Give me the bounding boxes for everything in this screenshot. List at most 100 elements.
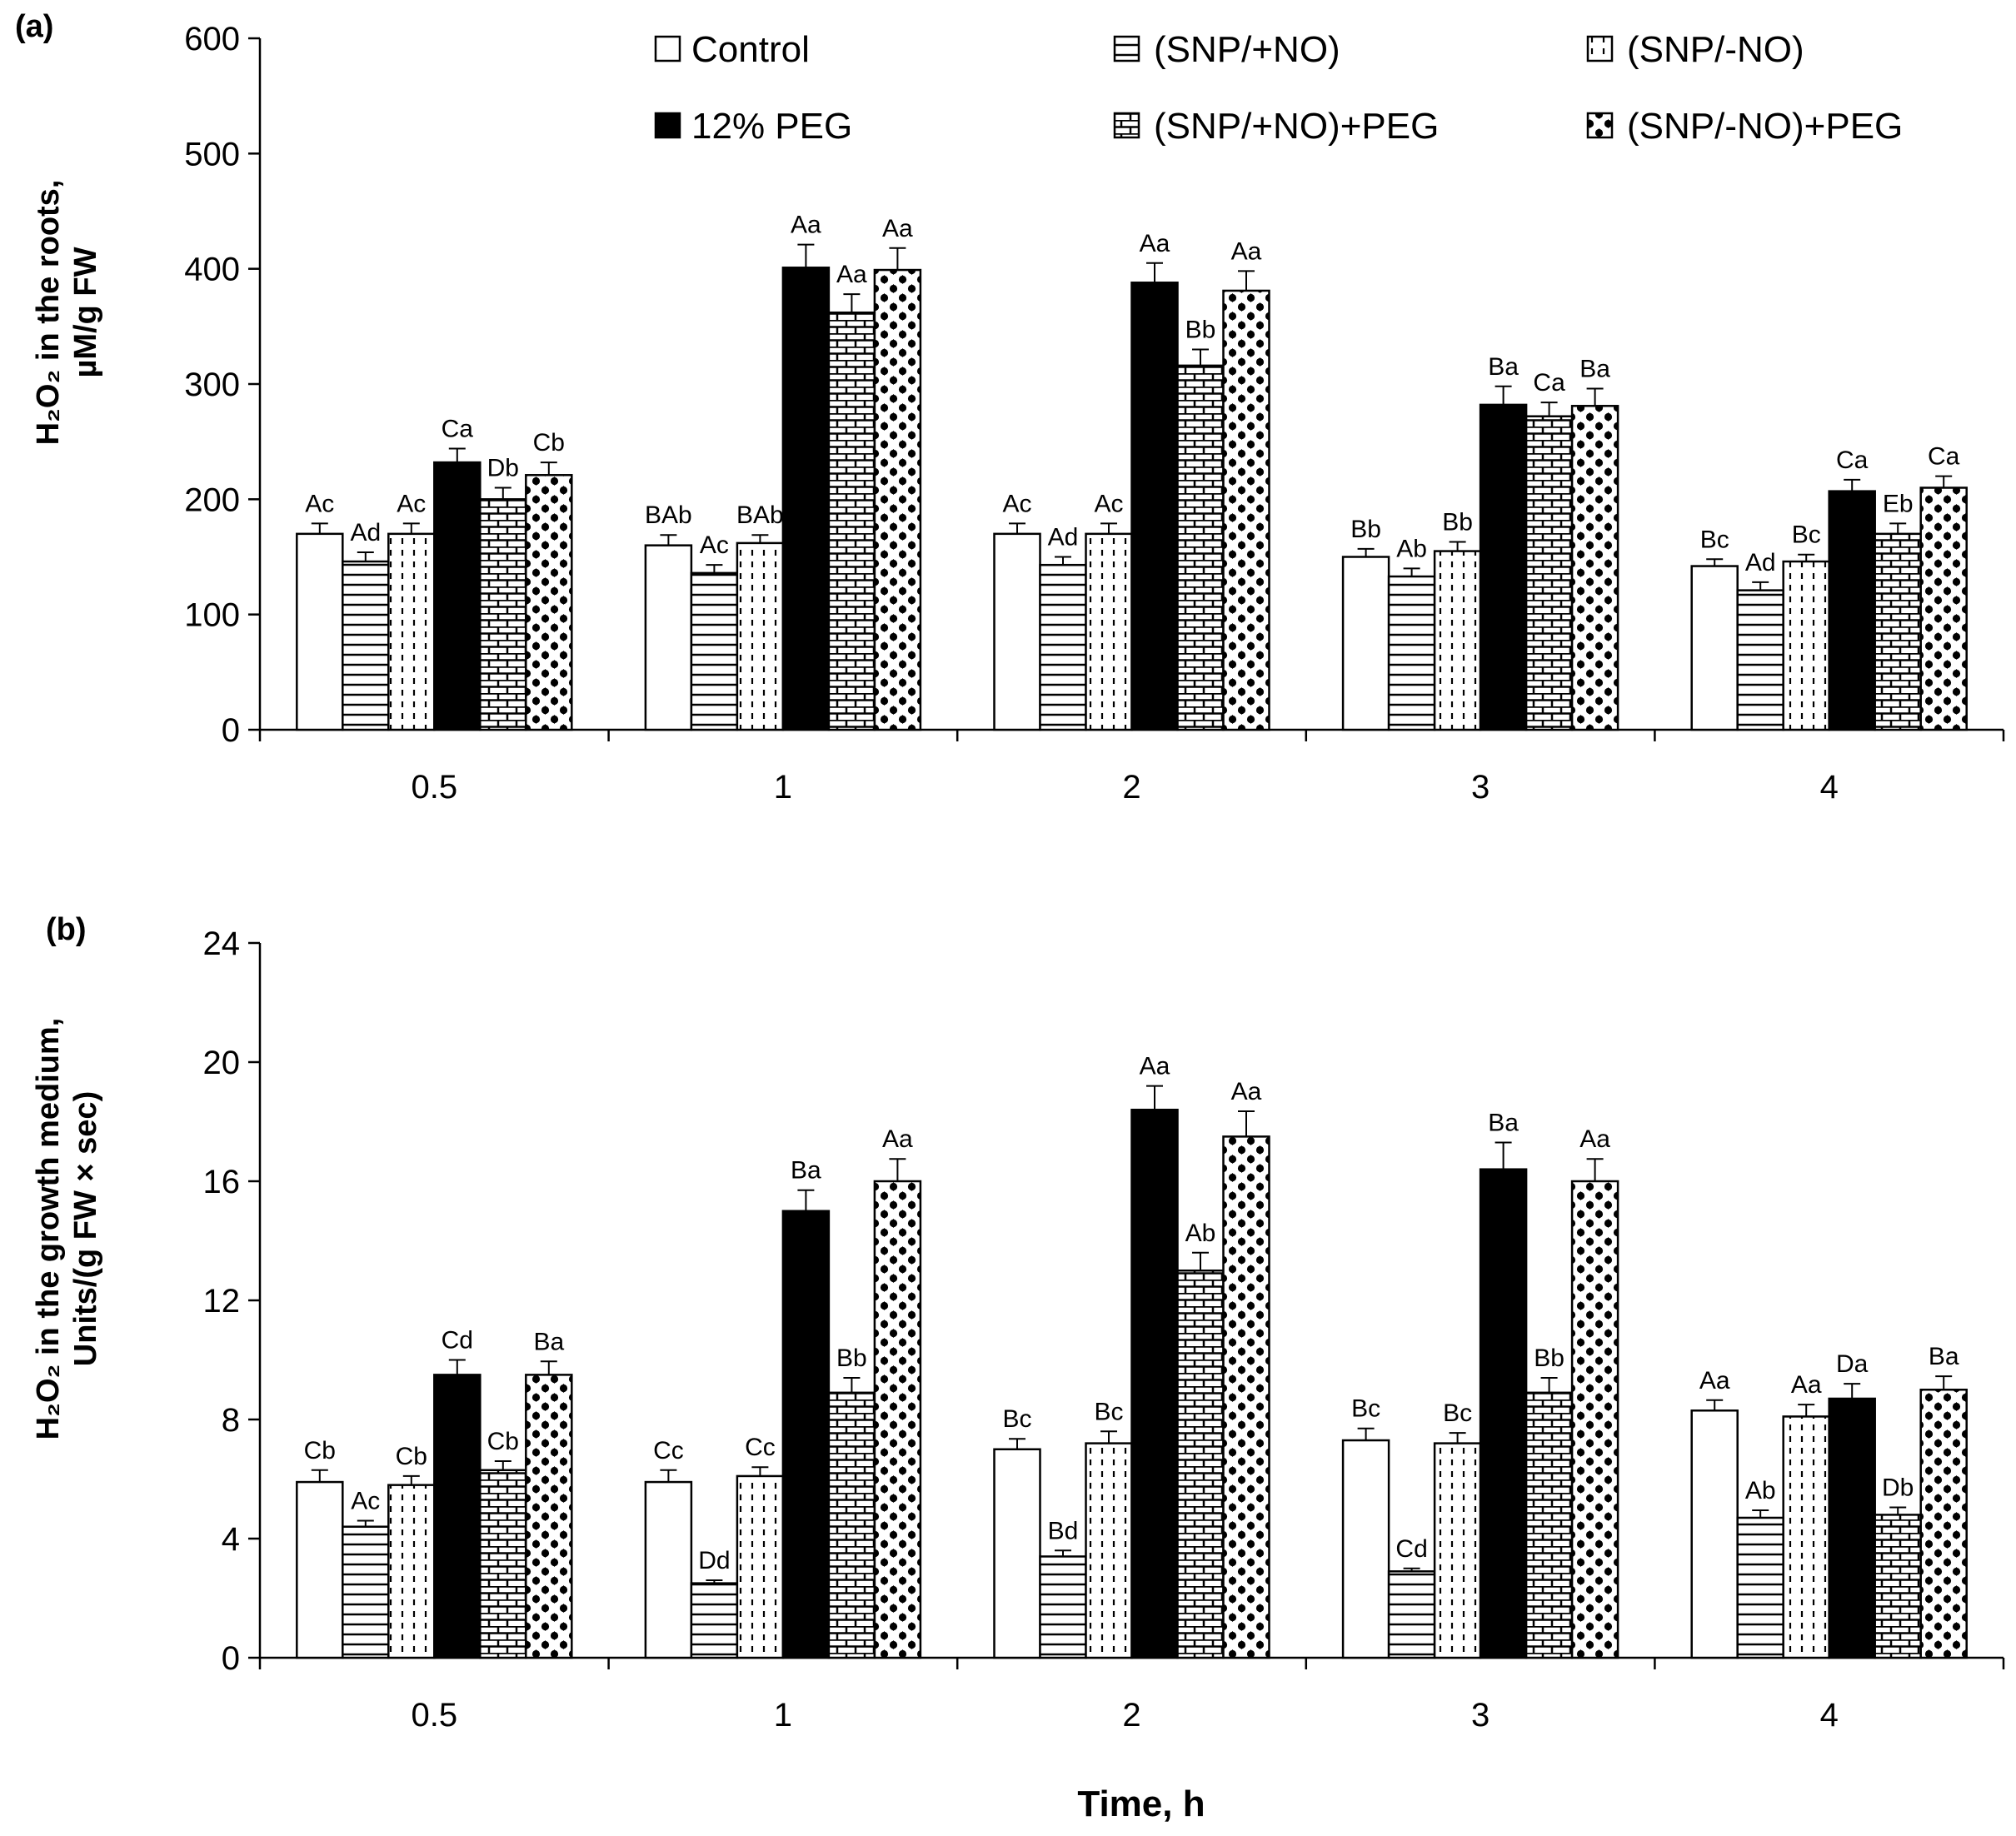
x-tick-label-b: 3 xyxy=(1471,1697,1490,1734)
y-tick-label-a: 400 xyxy=(184,252,240,288)
x-tick-label-a: 4 xyxy=(1820,769,1839,806)
significance-label-a: Aa xyxy=(1140,230,1170,257)
legend-swatch-snp-minus-no xyxy=(1586,35,1614,62)
bar-snp-minus-no-b xyxy=(1085,1442,1133,1659)
bar-peg-a xyxy=(1479,403,1528,731)
legend: Control (SNP/+NO) (SNP/-NO) 12% PEG (SNP… xyxy=(654,29,1903,147)
bar-snp-minus-no-a xyxy=(387,532,436,731)
significance-label-a: Eb xyxy=(1883,490,1914,517)
bar-snp-plus-no-b xyxy=(342,1525,390,1659)
significance-label-a: Ac xyxy=(700,531,729,559)
bar-control-b xyxy=(644,1480,693,1659)
significance-label-b: Cd xyxy=(442,1327,473,1355)
y-axis-label-b-line1: H₂O₂ in the growth medium, xyxy=(31,1018,66,1440)
bar-control-b xyxy=(296,1480,344,1659)
significance-label-a: Ca xyxy=(1533,369,1565,397)
significance-label-b: Ba xyxy=(1929,1343,1959,1370)
bar-snp-plus-no-b xyxy=(1736,1516,1784,1659)
significance-label-a: Aa xyxy=(1231,237,1262,265)
significance-label-a: Ba xyxy=(1488,353,1519,381)
y-tick-label-a: 300 xyxy=(184,367,240,403)
bar-peg-a xyxy=(433,461,482,731)
y-tick-label-b: 20 xyxy=(203,1045,241,1081)
y-tick-label-b: 0 xyxy=(222,1640,240,1677)
bar-snp-plus-no-b xyxy=(1039,1555,1087,1659)
legend-label-snp-minus-no-peg: (SNP/-NO)+PEG xyxy=(1627,106,1903,147)
significance-label-b: Cb xyxy=(396,1443,427,1470)
bar-snp-plus-no-peg-a xyxy=(1524,415,1574,731)
bar-snp-plus-no-peg-a xyxy=(827,311,876,731)
significance-label-a: Bc xyxy=(1792,521,1821,549)
y-tick-label-b: 4 xyxy=(222,1521,240,1558)
bar-snp-minus-no-peg-b xyxy=(1919,1389,1968,1659)
bar-snp-plus-no-a xyxy=(1039,563,1087,731)
significance-label-a: Ad xyxy=(1048,524,1079,551)
significance-label-b: Ac xyxy=(351,1488,380,1515)
bar-snp-plus-no-a xyxy=(342,560,390,731)
legend-label-snp-minus-no: (SNP/-NO) xyxy=(1627,29,1804,70)
x-tick-label-a: 2 xyxy=(1122,769,1140,806)
bar-peg-b xyxy=(781,1210,831,1659)
significance-label-b: Ba xyxy=(533,1328,564,1355)
significance-label-a: Ca xyxy=(442,415,474,442)
bar-snp-minus-no-peg-a xyxy=(1919,486,1968,731)
bar-snp-plus-no-peg-a xyxy=(1874,532,1922,731)
significance-label-b: Aa xyxy=(1140,1053,1170,1080)
legend-swatch-snp-minus-no-peg xyxy=(1586,112,1614,139)
bar-snp-minus-no-peg-b xyxy=(1222,1135,1270,1659)
bar-snp-plus-no-peg-b xyxy=(827,1391,876,1659)
significance-label-a: BAb xyxy=(645,501,692,529)
bar-control-a xyxy=(1341,556,1390,731)
significance-label-b: Ab xyxy=(1745,1477,1776,1504)
x-tick-label-a: 1 xyxy=(774,769,792,806)
bar-peg-b xyxy=(1479,1168,1528,1659)
x-tick-label-a: 0.5 xyxy=(411,769,457,806)
bar-control-a xyxy=(1690,565,1739,731)
significance-label-a: Ca xyxy=(1836,447,1869,474)
bar-snp-minus-no-b xyxy=(1433,1442,1482,1659)
y-tick-label-b: 16 xyxy=(203,1164,241,1200)
x-tick-label-b: 4 xyxy=(1820,1697,1839,1734)
significance-label-b: Ab xyxy=(1185,1220,1216,1247)
bar-snp-minus-no-b xyxy=(736,1474,785,1659)
legend-label-snp-plus-no-peg: (SNP/+NO)+PEG xyxy=(1154,106,1439,147)
significance-label-b: Dd xyxy=(698,1547,730,1574)
significance-label-b: Aa xyxy=(882,1125,913,1153)
significance-label-a: Ca xyxy=(1928,443,1960,471)
bar-snp-plus-no-a xyxy=(1387,575,1436,731)
legend-swatch-snp-plus-no-peg xyxy=(1113,112,1140,139)
bar-snp-minus-no-peg-a xyxy=(873,268,922,731)
significance-label-a: BAb xyxy=(736,501,784,529)
significance-label-a: Ba xyxy=(1579,356,1610,383)
bar-peg-b xyxy=(433,1374,482,1659)
significance-label-a: Cb xyxy=(533,429,565,457)
x-tick-label-b: 1 xyxy=(774,1697,792,1734)
legend-label-control: Control xyxy=(691,29,810,70)
bar-snp-minus-no-peg-a xyxy=(525,474,573,731)
significance-label-a: Bc xyxy=(1700,526,1729,553)
bar-snp-minus-no-peg-b xyxy=(873,1180,922,1659)
significance-label-b: Aa xyxy=(1231,1078,1262,1105)
x-tick-label-a: 3 xyxy=(1471,769,1490,806)
bar-snp-minus-no-b xyxy=(387,1484,436,1659)
significance-label-a: Bb xyxy=(1185,317,1216,344)
significance-label-b: Aa xyxy=(1699,1367,1730,1394)
significance-label-b: Aa xyxy=(1791,1371,1822,1399)
significance-label-b: Bc xyxy=(1094,1398,1123,1425)
significance-label-b: Aa xyxy=(1579,1125,1610,1153)
bar-snp-minus-no-a xyxy=(1085,532,1133,731)
significance-label-a: Ab xyxy=(1396,535,1427,562)
bar-control-b xyxy=(1341,1439,1390,1659)
y-tick-label-a: 0 xyxy=(222,712,240,749)
bar-snp-minus-no-a xyxy=(1782,560,1830,731)
bar-snp-plus-no-peg-a xyxy=(1176,364,1225,731)
y-tick-label-a: 600 xyxy=(184,21,240,57)
y-tick-label-b: 8 xyxy=(222,1402,240,1439)
bar-peg-a xyxy=(1828,490,1876,731)
significance-label-b: Bc xyxy=(1351,1395,1380,1423)
bar-peg-b xyxy=(1130,1108,1179,1659)
bar-snp-plus-no-a xyxy=(690,571,739,731)
